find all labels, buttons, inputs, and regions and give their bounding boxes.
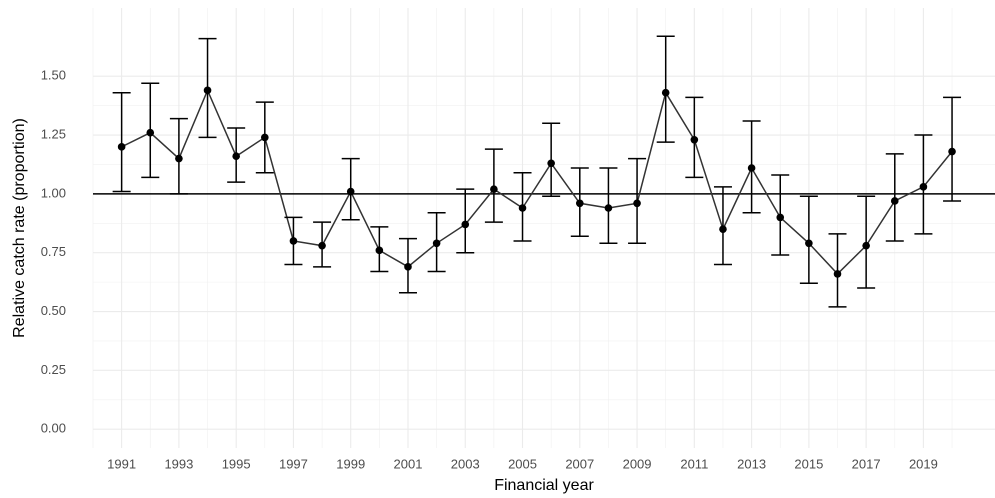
point — [862, 241, 870, 250]
point — [117, 143, 126, 151]
point — [375, 246, 384, 255]
point — [719, 225, 727, 233]
point — [175, 154, 183, 163]
y-tick-label: 1.00 — [41, 185, 66, 200]
y-tick-label: 1.25 — [41, 126, 66, 141]
point — [776, 213, 785, 222]
x-tick-label: 1997 — [279, 456, 308, 471]
point — [203, 86, 212, 95]
point — [346, 187, 355, 196]
point — [318, 241, 326, 250]
point — [575, 199, 584, 208]
y-tick-label: 0.50 — [41, 303, 66, 318]
point — [232, 152, 240, 161]
point — [146, 128, 155, 137]
point — [661, 88, 670, 97]
y-tick-label: 0.25 — [41, 362, 66, 377]
point — [833, 270, 842, 278]
x-tick-label: 2013 — [737, 456, 766, 471]
x-tick-label: 2019 — [909, 456, 938, 471]
point — [919, 183, 928, 191]
x-tick-label: 2011 — [680, 456, 708, 471]
x-tick-label: 1999 — [336, 456, 365, 471]
point — [604, 204, 613, 212]
y-tick-label: 0.00 — [41, 421, 66, 436]
point — [690, 135, 699, 144]
point — [461, 220, 470, 229]
x-tick-label: 2015 — [794, 456, 823, 471]
point — [490, 185, 498, 193]
x-tick-label: 2007 — [565, 456, 594, 471]
x-tick-label: 2017 — [852, 456, 881, 471]
point — [404, 263, 412, 271]
x-tick-label: 2003 — [451, 456, 480, 471]
x-axis-title: Financial year — [494, 477, 594, 494]
y-tick-label: 0.75 — [41, 244, 66, 259]
x-tick-label: 2005 — [508, 456, 537, 471]
point — [890, 197, 899, 205]
point — [432, 239, 441, 248]
x-tick-label: 1991 — [107, 456, 136, 471]
point — [747, 164, 756, 172]
series-line — [121, 88, 953, 275]
point — [261, 133, 269, 142]
point — [547, 159, 555, 168]
x-tick-label: 2001 — [394, 456, 423, 471]
point — [518, 204, 527, 212]
x-tick-label: 1995 — [222, 456, 251, 471]
point — [948, 147, 956, 156]
x-tick-label: 2009 — [623, 456, 652, 471]
point — [633, 199, 641, 208]
y-tick-label: 1.50 — [41, 68, 66, 83]
y-axis-title: Relative catch rate (proportion) — [11, 118, 28, 338]
point — [289, 237, 298, 245]
x-tick-label: 1993 — [164, 456, 193, 471]
point — [805, 239, 813, 248]
